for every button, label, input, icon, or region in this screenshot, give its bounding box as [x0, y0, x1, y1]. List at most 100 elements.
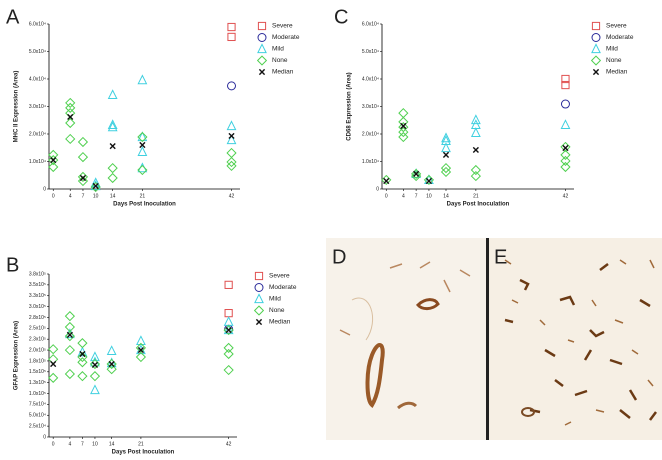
marker-x	[400, 122, 407, 130]
marker-diamond	[256, 55, 268, 66]
y-tick-label: 2.0x10⁵	[29, 347, 46, 353]
marker-x	[258, 68, 266, 76]
y-tick-label: 3.5x10⁵	[29, 282, 46, 288]
marker-diamond	[77, 371, 88, 382]
marker-diamond	[65, 117, 76, 129]
marker-diamond	[89, 358, 101, 370]
y-tick-label: 6.0x10⁴	[29, 21, 46, 27]
marker-x	[413, 170, 420, 177]
y-tick-label: 2.5x10⁴	[29, 423, 46, 429]
marker-square	[227, 22, 236, 32]
marker-diamond	[381, 174, 392, 186]
x-tick-label: 4	[68, 441, 71, 447]
x-tick-label: 10	[92, 441, 98, 447]
marker-square	[227, 32, 236, 42]
marker-triangle	[254, 293, 264, 304]
y-tick-label: 2.5x10⁵	[29, 326, 46, 332]
marker-diamond	[107, 172, 118, 184]
marker-square	[224, 280, 233, 289]
marker-x	[66, 331, 73, 338]
legend-label: Severe	[606, 23, 627, 30]
legend-label: Median	[269, 319, 291, 326]
y-tick-label: 1.5x10⁵	[29, 369, 46, 375]
x-tick-label: 7	[82, 193, 85, 199]
y-tick-label: 1.8x10⁵	[29, 358, 46, 364]
marker-triangle	[64, 328, 75, 339]
marker-circle	[560, 99, 570, 109]
marker-x	[255, 318, 263, 326]
y-tick-label: 1.3x10⁵	[29, 380, 46, 386]
marker-diamond	[137, 164, 148, 176]
marker-diamond	[77, 171, 89, 183]
marker-x	[228, 132, 235, 140]
marker-diamond	[48, 155, 59, 166]
marker-square	[561, 80, 570, 90]
x-axis-title: Days Post Inoculation	[447, 202, 510, 208]
legend-label: Median	[606, 69, 628, 76]
x-tick-label: 7	[415, 193, 418, 199]
marker-x	[79, 174, 87, 182]
legend-label: Moderate	[272, 34, 300, 41]
marker-diamond	[65, 133, 76, 145]
y-tick-label: 3.0x10⁴	[362, 104, 379, 110]
y-axis-title: GFAP Expression (Area)	[14, 321, 20, 390]
marker-x	[137, 346, 145, 354]
marker-triangle	[137, 131, 148, 142]
marker-diamond	[65, 102, 76, 113]
marker-diamond	[137, 131, 148, 143]
legend-label: Moderate	[606, 34, 634, 41]
x-tick-label: 4	[69, 193, 72, 199]
micrograph-e	[489, 238, 662, 440]
marker-triangle	[90, 180, 101, 191]
marker-triangle	[470, 114, 481, 125]
x-tick-label: 7	[81, 441, 84, 447]
marker-triangle	[137, 146, 148, 156]
marker-diamond	[106, 358, 117, 370]
marker-diamond	[560, 149, 571, 161]
marker-diamond	[77, 338, 88, 349]
marker-x	[139, 141, 146, 149]
marker-circle	[257, 33, 267, 42]
marker-triangle	[90, 351, 100, 362]
micrograph-d	[326, 238, 486, 440]
marker-triangle	[226, 134, 237, 145]
y-tick-label: 3.0x10⁵	[29, 304, 46, 310]
marker-circle	[591, 33, 601, 42]
marker-diamond	[470, 170, 481, 182]
y-tick-label: 0	[376, 186, 379, 192]
y-tick-label: 3.0x10⁴	[29, 104, 46, 110]
marker-triangle	[470, 127, 481, 137]
marker-triangle	[223, 324, 234, 335]
x-axis-title: Days Post Inoculation	[113, 202, 176, 208]
y-axis-title: MHC II Expression (Area)	[14, 71, 20, 143]
marker-x	[50, 157, 57, 164]
y-tick-label: 0	[43, 186, 46, 192]
marker-diamond	[398, 131, 409, 143]
marker-x	[92, 182, 99, 190]
marker-square	[254, 271, 264, 281]
y-tick-label: 1.0x10⁴	[362, 159, 379, 165]
marker-x	[562, 144, 569, 152]
marker-x	[425, 177, 433, 185]
marker-diamond	[423, 174, 435, 186]
marker-diamond	[440, 162, 452, 174]
marker-triangle	[223, 316, 234, 326]
marker-diamond	[48, 354, 59, 365]
y-tick-label: 4.0x10⁴	[29, 76, 46, 82]
divider	[486, 238, 489, 440]
y-tick-label: 1.0x10⁴	[29, 159, 46, 165]
y-tick-label: 7.5x10⁴	[29, 402, 46, 408]
legend-label: Mild	[269, 296, 281, 303]
marker-diamond	[223, 324, 234, 336]
marker-triangle	[107, 121, 118, 132]
marker-triangle	[90, 384, 100, 395]
marker-x	[225, 326, 232, 334]
marker-diamond	[135, 351, 147, 363]
marker-triangle	[106, 345, 117, 356]
marker-diamond	[253, 305, 265, 316]
marker-square	[257, 21, 267, 31]
marker-square	[224, 309, 233, 318]
marker-diamond	[77, 357, 88, 368]
x-tick-label: 0	[52, 441, 55, 447]
